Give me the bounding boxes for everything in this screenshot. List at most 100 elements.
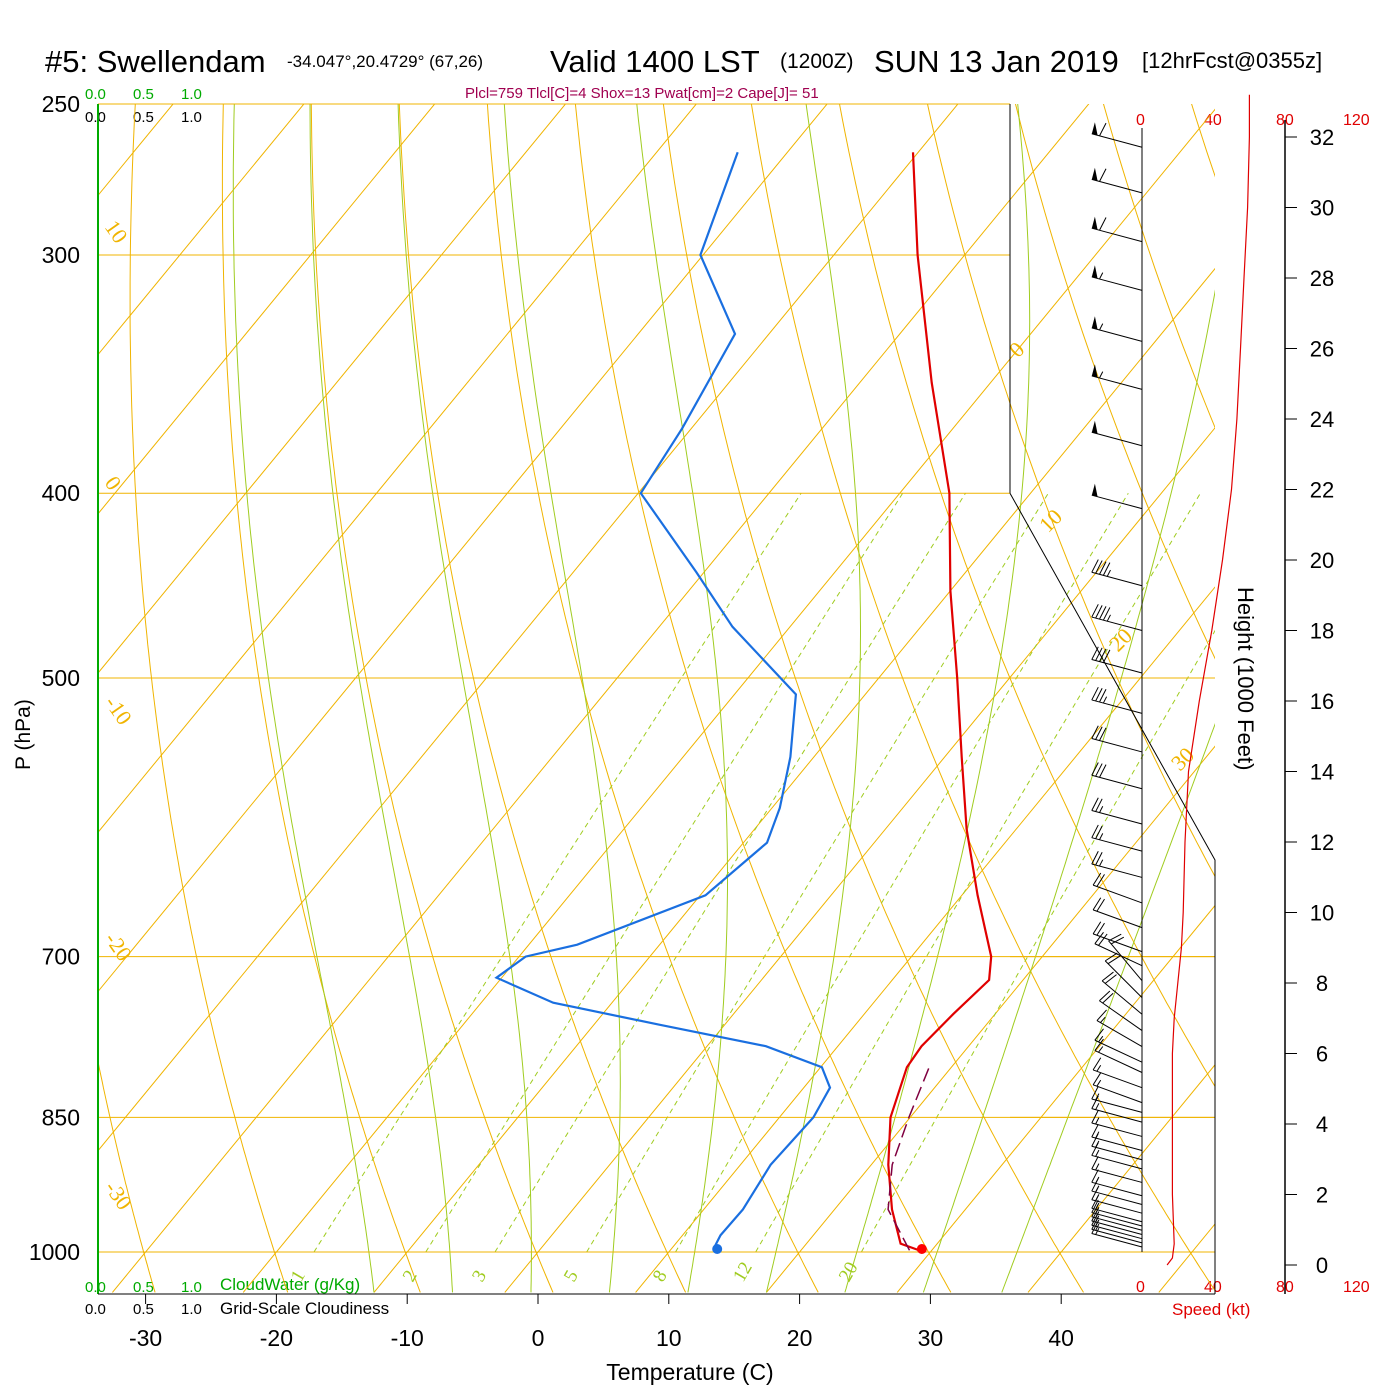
mixing-ratio-line: [860, 629, 1215, 1253]
dry-adiabat-line: [1191, 104, 1215, 178]
wind-barb-staff: [1091, 1108, 1143, 1123]
wind-barb-staff: [1091, 178, 1143, 194]
wind-barb: [1091, 1142, 1143, 1170]
wind-barb-staff: [1091, 571, 1143, 587]
cloudwater-tick: 0.0: [85, 86, 106, 103]
wind-barb-feather: [1091, 604, 1099, 618]
wind-barb-half-feather: [1095, 1219, 1100, 1227]
wind-barb: [1092, 872, 1143, 904]
wind-barb: [1091, 1156, 1143, 1183]
wind-barb-pennant: [1091, 216, 1098, 230]
wind-barb-half-feather: [1095, 1176, 1100, 1184]
mixing-ratio-line: [494, 492, 966, 1253]
wind-barb-feather: [1110, 936, 1125, 945]
forecast-date: SUN 13 Jan 2019: [874, 44, 1119, 79]
pressure-tick-label: 850: [42, 1104, 80, 1130]
isotherm-line: [896, 904, 1215, 1293]
dry-adiabat-line: [310, 104, 554, 1293]
wind-barb: [1092, 897, 1143, 929]
isotherm-line: [98, 104, 305, 356]
wind-barb-pennant: [1091, 122, 1098, 136]
wind-barb: [1092, 1057, 1143, 1089]
x-axis-title: Temperature (C): [606, 1359, 773, 1385]
isotherm-line: [1158, 1223, 1215, 1293]
wind-barb-staff: [1099, 1000, 1143, 1031]
wind-barb-staff: [1091, 737, 1143, 753]
pressure-tick-label: 700: [42, 944, 80, 970]
wind-barb-staff: [1091, 1168, 1143, 1183]
moist-adiabat-line: [844, 104, 1031, 1293]
height-axis-title: Height (1000 Feet): [1233, 587, 1258, 770]
height-tick-label: 32: [1310, 125, 1334, 150]
wind-barb-staff: [1091, 133, 1143, 148]
dry-adiabat-label: 30: [1166, 742, 1199, 775]
moist-adiabat-line: [922, 289, 1215, 1293]
wind-barb: [1091, 364, 1143, 390]
wind-barb-staff: [1091, 1216, 1143, 1231]
wind-barb-half-feather: [1095, 1093, 1100, 1101]
moist-adiabat-line: [503, 104, 621, 1293]
wind-barb-staff: [1091, 1207, 1143, 1223]
forecast-run: [12hrFcst@0355z]: [1142, 48, 1322, 73]
wind-barb-pennant: [1091, 420, 1098, 434]
height-tick-label: 14: [1310, 760, 1334, 785]
wind-barb-feather: [1095, 852, 1103, 866]
wind-barb: [1091, 850, 1143, 878]
isotherm-line: [504, 427, 1215, 1293]
valid-time: Valid 1400 LST: [550, 44, 760, 79]
wind-barb: [1091, 1212, 1143, 1240]
wind-barb: [1091, 316, 1143, 342]
wind-barb-feather: [1095, 825, 1103, 839]
wind-barb-pennant: [1091, 265, 1098, 279]
grid-clip: [98, 87, 1400, 1293]
cloudiness-tick: 1.0: [181, 109, 202, 126]
dry-adiabat-line: [129, 104, 289, 1293]
cloudiness-tick: 0.5: [133, 109, 154, 126]
wind-barb-feather: [1096, 1009, 1107, 1021]
isotherm-line: [98, 104, 697, 834]
wind-barb-feather: [1091, 797, 1099, 811]
wind-barb-staff: [1094, 943, 1143, 967]
speed-tick: 0: [1136, 1279, 1145, 1296]
wind-barb-feather: [1091, 559, 1099, 573]
station-title: #5: Swellendam: [45, 44, 266, 79]
dry-adiabat-line: [750, 104, 1215, 1292]
temperature-tick-label: -30: [129, 1325, 162, 1351]
height-tick-label: 12: [1310, 830, 1334, 855]
wind-barb-feather: [1091, 1156, 1099, 1170]
axis-ticks: -30 -20 -10 0 10 20 30 402503004005007008501000…: [29, 91, 1334, 1351]
wind-barb-feather: [1092, 921, 1102, 935]
wind-barb-pennant: [1091, 316, 1098, 330]
cloudiness-tick: 0.5: [133, 1301, 154, 1318]
height-tick-label: 16: [1310, 689, 1334, 714]
wind-barb-staff: [1094, 1050, 1143, 1073]
height-tick-label: 0: [1316, 1253, 1328, 1278]
wind-barb-staff: [1104, 960, 1143, 999]
zulu-time: (1200Z): [780, 50, 854, 73]
dry-adiabat-label: -10: [100, 691, 137, 729]
wind-barb: [1091, 1216, 1143, 1244]
wind-barb: [1091, 483, 1143, 510]
wind-barb-staff: [1091, 837, 1143, 852]
wind-barb-feather: [1095, 763, 1103, 777]
wind-barb: [1091, 725, 1143, 753]
temperature-tick-label: -10: [391, 1325, 424, 1351]
wind-barb-feather: [1091, 1085, 1099, 1100]
speed-tick: 0: [1136, 112, 1145, 129]
wind-barb-feather: [1099, 168, 1107, 182]
dry-adiabat-label: 0: [100, 471, 127, 494]
sounding-indices: Plcl=759 Tlcl[C]=4 Shox=13 Pwat[cm]=2 Ca…: [465, 85, 819, 102]
isotherm-line: [1290, 87, 1400, 1292]
wind-barb-staff: [1091, 375, 1143, 390]
wind-barb-feather: [1091, 824, 1099, 838]
wind-barb-half-feather: [1095, 1223, 1100, 1231]
plot-frame: [97, 104, 1286, 1295]
wind-barb-feather: [1092, 872, 1102, 886]
wind-barb: [1091, 216, 1143, 243]
thermo-grid: [98, 87, 1400, 1293]
height-tick-label: 28: [1310, 266, 1334, 291]
wind-barb-staff: [1091, 1154, 1143, 1170]
wind-barb-staff: [1091, 863, 1143, 878]
wind-barb-feather: [1096, 922, 1105, 936]
wind-barb-feather: [1102, 649, 1111, 663]
